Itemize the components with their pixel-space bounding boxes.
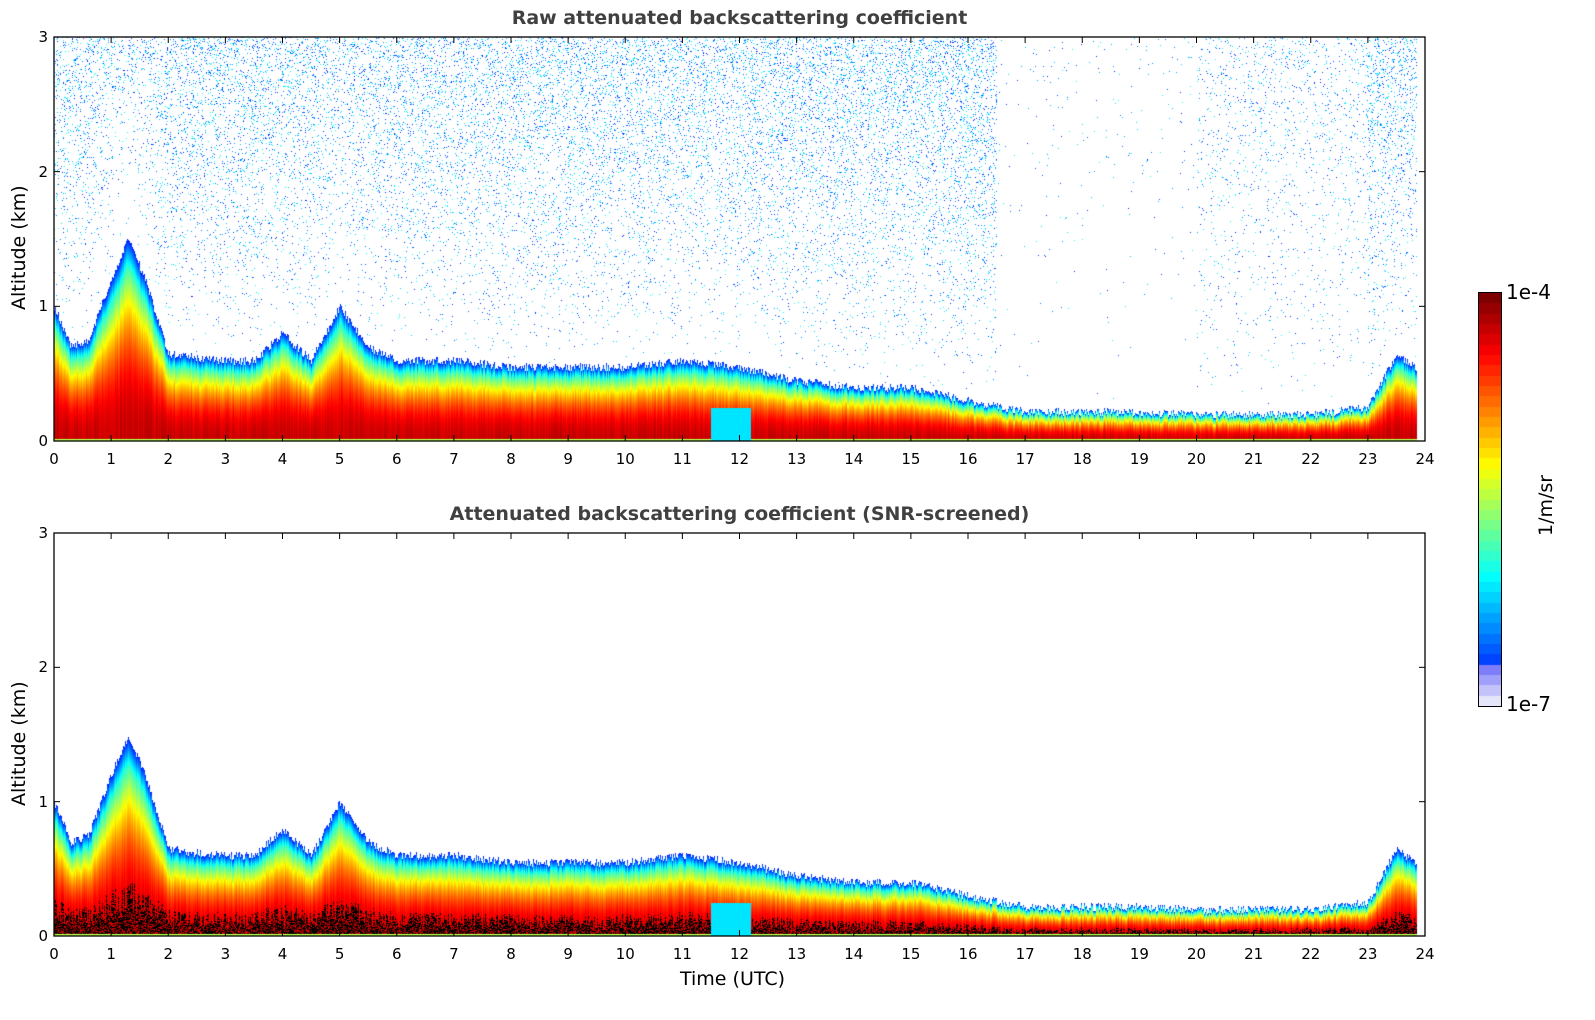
x-tick-label: 5 (334, 450, 345, 468)
bottom-heatmap (54, 533, 1425, 936)
x-tick-label: 23 (1358, 945, 1378, 963)
x-tick-label: 10 (615, 945, 635, 963)
x-tick-label: 9 (563, 945, 573, 963)
x-tick-label: 18 (1072, 450, 1092, 468)
x-tick-label: 5 (334, 945, 345, 963)
x-tick-label: 2 (163, 450, 174, 468)
x-tick-label: 21 (1244, 450, 1264, 468)
x-tick-label: 17 (1015, 945, 1035, 963)
x-tick-label: 3 (220, 450, 231, 468)
y-tick-label: 3 (38, 28, 48, 46)
x-tick-label: 7 (449, 450, 459, 468)
x-tick-label: 8 (506, 945, 516, 963)
y-tick-label: 0 (38, 432, 48, 450)
x-tick-label: 13 (787, 945, 807, 963)
plot-frame (53, 532, 1426, 937)
x-tick-label: 15 (901, 450, 921, 468)
y-tick-label: 2 (38, 658, 48, 677)
colorbar-max-label: 1e-4 (1506, 280, 1551, 304)
x-axis-label: Time (UTC) (680, 968, 786, 990)
x-tick-label: 23 (1358, 450, 1378, 468)
y-tick-label: 0 (38, 927, 48, 945)
bottom-plot-title: Attenuated backscattering coefficient (S… (449, 503, 1030, 525)
x-tick-label: 21 (1244, 945, 1264, 963)
y-tick-label: 2 (38, 162, 48, 181)
x-tick-label: 14 (844, 450, 864, 468)
x-tick-label: 3 (220, 945, 231, 963)
x-tick-label: 0 (49, 450, 59, 468)
colorbar (1478, 292, 1502, 707)
x-tick-label: 12 (729, 945, 750, 963)
plot-frame (53, 36, 1426, 442)
x-tick-label: 20 (1186, 945, 1207, 963)
colorbar-min-label: 1e-7 (1506, 692, 1551, 716)
x-tick-label: 0 (49, 945, 59, 963)
x-tick-label: 11 (672, 945, 692, 963)
y-tick-label: 1 (38, 297, 48, 316)
x-tick-label: 15 (901, 945, 921, 963)
x-tick-label: 13 (787, 450, 807, 468)
x-tick-label: 16 (958, 945, 978, 963)
x-tick-label: 11 (672, 450, 692, 468)
x-tick-label: 16 (958, 450, 978, 468)
colorbar-label: 1/m/sr (1535, 474, 1557, 536)
x-tick-label: 24 (1415, 945, 1435, 963)
y-tick-label: 1 (38, 792, 48, 811)
y-tick-label: 3 (38, 524, 48, 542)
x-tick-label: 4 (277, 450, 288, 468)
x-tick-label: 24 (1415, 450, 1435, 468)
x-tick-label: 6 (391, 945, 402, 963)
x-tick-label: 20 (1186, 450, 1207, 468)
x-tick-label: 4 (277, 945, 288, 963)
x-tick-label: 18 (1072, 945, 1092, 963)
x-tick-label: 14 (844, 945, 864, 963)
x-tick-label: 1 (106, 450, 116, 468)
top-plot-title: Raw attenuated backscattering coefficien… (511, 7, 968, 29)
x-tick-label: 19 (1129, 450, 1149, 468)
x-tick-label: 12 (729, 450, 750, 468)
x-tick-label: 19 (1129, 945, 1149, 963)
x-tick-label: 7 (449, 945, 459, 963)
x-tick-label: 22 (1301, 450, 1321, 468)
x-tick-label: 17 (1015, 450, 1035, 468)
x-tick-label: 9 (563, 450, 573, 468)
x-tick-label: 6 (391, 450, 402, 468)
x-tick-label: 8 (506, 450, 516, 468)
top-heatmap (54, 37, 1425, 441)
x-tick-label: 22 (1301, 945, 1321, 963)
x-tick-label: 10 (615, 450, 635, 468)
x-tick-label: 1 (106, 945, 116, 963)
x-tick-label: 2 (163, 945, 174, 963)
